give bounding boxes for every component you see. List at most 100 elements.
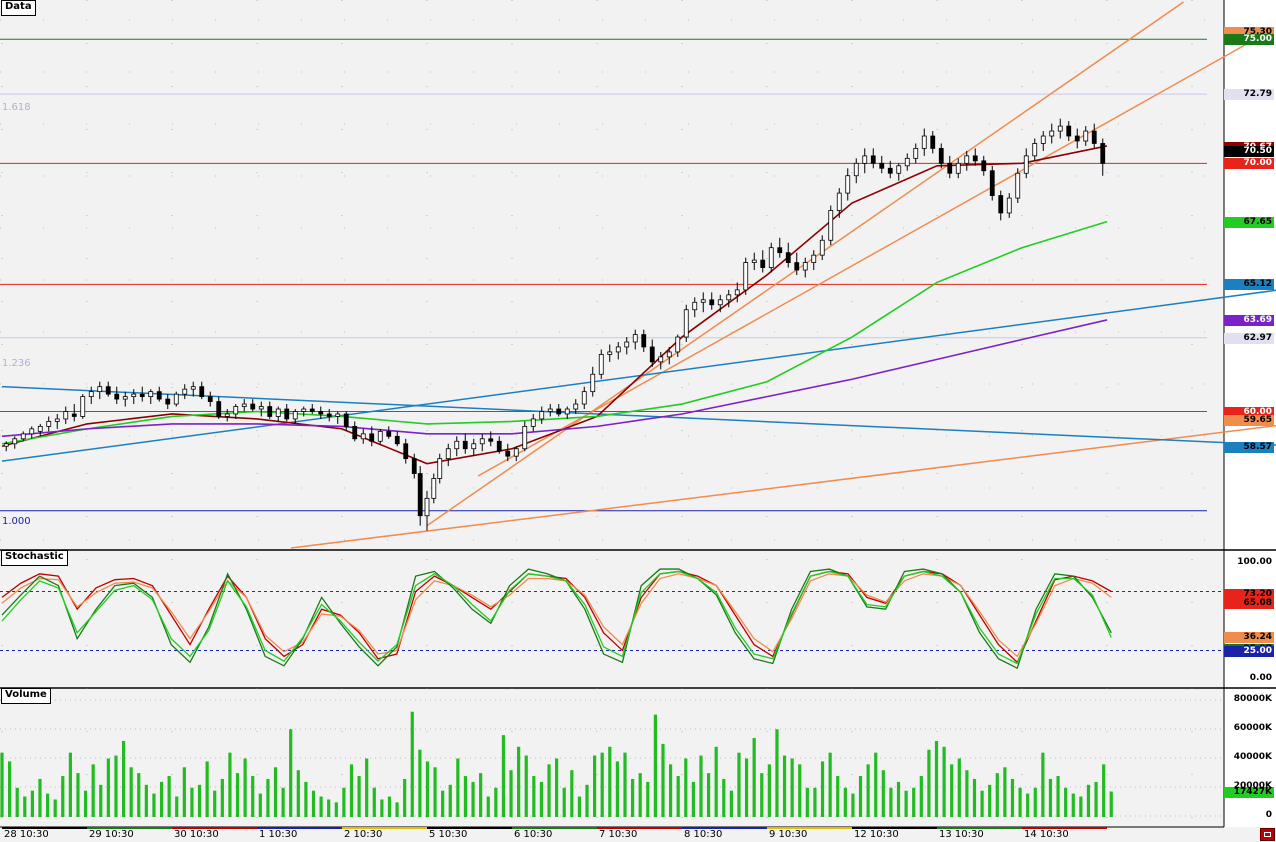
candle-body [335,413,341,417]
candle-body [12,438,18,445]
volume-bar [585,784,589,817]
candle-body [63,411,69,420]
price-tag: 62.97 [1224,332,1274,344]
price-tag: 65.12 [1224,279,1274,291]
candle-body [505,450,511,457]
volume-axis-0: 0 [1265,810,1272,820]
candle-body [411,458,417,474]
volume-bar [851,793,855,817]
candle-body [675,336,681,353]
candle-body [352,425,358,440]
candle-body [241,403,247,407]
volume-bar [395,802,399,817]
candle-body [998,195,1004,214]
trend-line [477,31,1269,477]
date-session-bar [512,827,597,829]
volume-bar [532,776,536,817]
candle-body [80,396,86,417]
volume-bar [167,776,171,817]
volume-bar [600,752,604,817]
volume-bar [433,767,437,817]
candle-body [437,458,443,479]
candle-body [539,411,545,420]
candle-body [182,388,188,395]
candle-body [513,448,519,457]
candle-body [981,160,987,172]
candle-body [530,418,536,427]
date-label: 5 10:30 [429,829,468,840]
volume-bar [91,764,95,817]
volume-bar [1026,793,1030,817]
volume-bar [296,770,300,817]
candle-body [972,155,978,162]
date-session-bar [172,827,257,829]
volume-bar [129,767,133,817]
volume-bar [661,743,665,817]
candle-body [938,148,944,164]
volume-bar [418,749,422,817]
candle-body [811,254,817,263]
volume-bar [1102,764,1106,817]
price-tag: 58.57 [1224,441,1274,453]
candle-body [743,262,749,291]
candle-body [386,430,392,437]
volume-bar [106,758,110,817]
price-panel-bg [0,0,1224,550]
volume-bar [912,787,916,817]
candle-body [479,438,485,445]
volume-bar [668,764,673,817]
date-session-bar [427,827,512,829]
candle-body [105,386,111,395]
volume-bar [957,758,961,817]
volume-bar [1109,791,1113,817]
candle-body [947,162,953,174]
volume-bar [228,752,232,817]
volume-bar [68,752,72,817]
volume-bar [904,790,908,817]
volume-bar [524,755,528,817]
stochastic-line [1,568,1112,670]
date-label: 12 10:30 [854,829,899,840]
candle-body [309,408,315,412]
volume-bar [1079,796,1083,817]
volume-bar [919,776,923,817]
volume-bar [866,764,870,817]
volume-bar [980,790,984,817]
candle-body [896,165,902,174]
volume-bar [593,755,597,817]
candle-body [590,373,596,393]
candle-body [360,433,366,440]
candle-body [318,411,324,415]
volume-bar [319,796,323,817]
candle-body [522,425,528,450]
volume-bar [15,787,19,817]
candle-body [649,346,655,363]
candle-body [424,497,430,517]
candle-body [20,433,26,440]
volume-bar [927,749,931,817]
volume-bar [843,787,847,817]
volume-bar [197,784,202,817]
date-label: 29 10:30 [89,829,134,840]
stochastic-tag: 73.20 [1224,588,1274,600]
candle-body [275,408,281,417]
candle-body [624,341,630,348]
volume-bar [798,764,802,817]
volume-bar [182,767,186,817]
volume-bar [479,773,483,817]
volume-bar [1094,781,1098,817]
volume-bar [471,781,475,817]
candle-body [156,391,162,400]
candle-body [683,309,689,338]
candle-body [496,440,502,452]
candle-body [615,346,621,353]
candle-body [1015,172,1021,199]
window-restore-button[interactable] [1260,828,1275,841]
volume-bar [137,773,141,817]
candle-body [845,175,851,194]
candle-body [930,135,936,149]
candle-body [173,393,179,405]
volume-bar [380,799,384,817]
volume-bar [608,746,612,817]
